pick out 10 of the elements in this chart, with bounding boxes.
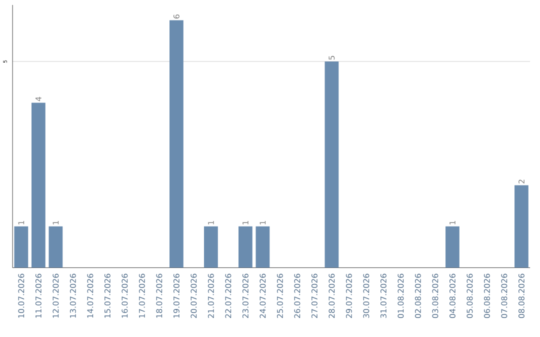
bar — [238, 226, 252, 268]
bar — [256, 226, 270, 268]
bar — [32, 102, 46, 268]
bar — [204, 226, 218, 268]
bar — [14, 226, 28, 268]
bar — [324, 61, 339, 268]
bar — [446, 226, 460, 268]
bar — [48, 226, 63, 268]
bar — [514, 185, 528, 268]
bar — [170, 20, 184, 268]
